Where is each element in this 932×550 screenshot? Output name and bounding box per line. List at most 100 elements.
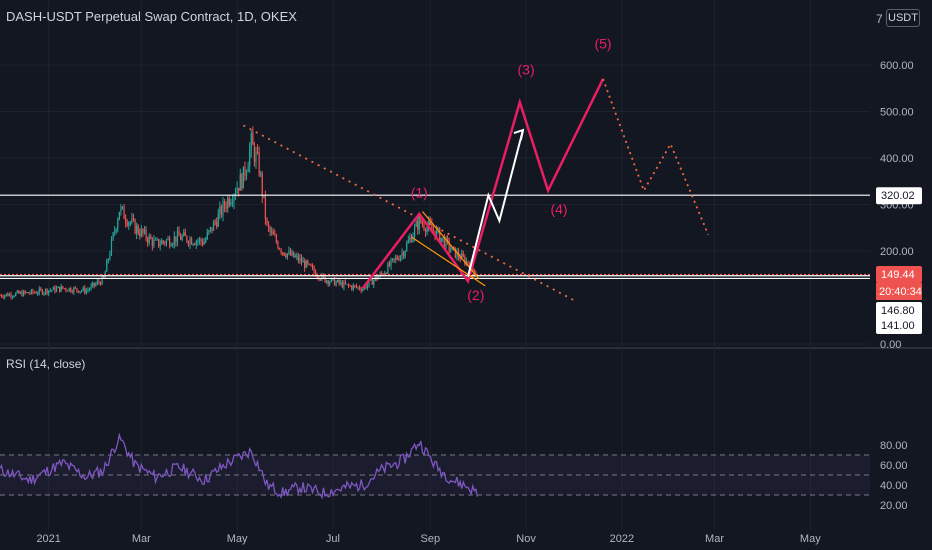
candle-body bbox=[418, 215, 420, 230]
candle-body bbox=[335, 282, 337, 286]
price-tags: 320.02 149.44 20:40:34 146.80 141.00 bbox=[876, 187, 922, 334]
candle-body bbox=[241, 174, 243, 189]
candle-body bbox=[267, 224, 270, 228]
candle-body bbox=[38, 288, 40, 294]
wave-label: (5) bbox=[594, 36, 611, 52]
candle-body bbox=[63, 288, 65, 290]
countdown-tag-text: 20:40:34 bbox=[879, 286, 922, 298]
candle-body bbox=[360, 289, 362, 291]
candle-body bbox=[289, 250, 292, 256]
candle-body bbox=[473, 268, 475, 275]
candle-body bbox=[139, 233, 141, 237]
candle-body bbox=[79, 291, 81, 293]
candle-body bbox=[407, 240, 409, 244]
candle-body bbox=[291, 251, 293, 256]
candle-body bbox=[305, 260, 307, 268]
candle-body bbox=[92, 282, 94, 286]
candle-body bbox=[390, 259, 392, 267]
descending-trendline bbox=[242, 124, 574, 301]
candle-body bbox=[348, 284, 350, 286]
candle-body bbox=[271, 231, 273, 233]
candle-body bbox=[212, 221, 215, 231]
candle-body bbox=[194, 244, 196, 246]
candle-body bbox=[373, 280, 375, 285]
candle-body bbox=[280, 249, 282, 253]
candle-body bbox=[59, 286, 61, 292]
candle-body bbox=[266, 218, 268, 225]
time-tick-label: Nov bbox=[516, 533, 536, 545]
candle-body bbox=[206, 232, 208, 239]
candle-body bbox=[99, 282, 102, 285]
candle-body bbox=[428, 221, 430, 227]
candle-body bbox=[391, 258, 394, 260]
candle-body bbox=[283, 252, 285, 256]
rsi-tick-label: 40.00 bbox=[880, 480, 908, 492]
candle-body bbox=[288, 250, 290, 254]
candle-body bbox=[393, 258, 395, 260]
candle-body bbox=[57, 286, 59, 289]
candle-body bbox=[19, 291, 22, 294]
candle-body bbox=[239, 174, 241, 191]
candle-body bbox=[189, 238, 191, 245]
candle-body bbox=[253, 144, 256, 162]
candle-body bbox=[73, 287, 75, 293]
candle-body bbox=[223, 201, 226, 207]
arrow-head-icon bbox=[513, 128, 525, 141]
candle-body bbox=[264, 195, 266, 219]
candle-body bbox=[429, 221, 431, 224]
candle-body bbox=[462, 253, 464, 257]
candle-body bbox=[424, 229, 427, 232]
candle-body bbox=[156, 238, 158, 240]
candle-body bbox=[178, 231, 180, 237]
candle-body bbox=[311, 266, 314, 268]
candle-body bbox=[293, 251, 295, 258]
candle-body bbox=[68, 287, 70, 292]
candle-body bbox=[299, 257, 301, 261]
candle-body bbox=[258, 152, 260, 175]
time-tick-label: Jul bbox=[326, 533, 340, 545]
candle-body bbox=[304, 260, 306, 268]
time-tick-label: 2022 bbox=[610, 533, 634, 545]
candle-body bbox=[70, 287, 72, 292]
candle-body bbox=[242, 166, 245, 189]
candle-body bbox=[437, 228, 439, 230]
candle-body bbox=[329, 281, 331, 285]
currency-button[interactable]: USDT bbox=[886, 9, 920, 27]
candle-body bbox=[260, 173, 262, 175]
candle-body bbox=[401, 252, 403, 256]
candle-body bbox=[327, 280, 329, 285]
candle-body bbox=[421, 222, 424, 224]
candle-body bbox=[337, 280, 339, 283]
candle-body bbox=[236, 187, 238, 194]
price-tick-label: 600.00 bbox=[880, 60, 914, 72]
candle-body bbox=[300, 257, 303, 263]
candle-body bbox=[231, 201, 234, 203]
candle-body bbox=[399, 255, 402, 261]
candle-body bbox=[435, 228, 438, 238]
candle-body bbox=[343, 281, 345, 288]
candle-body bbox=[176, 231, 179, 243]
horizontal-levels bbox=[0, 194, 870, 280]
candle-body bbox=[26, 292, 28, 294]
candle-body bbox=[198, 238, 201, 242]
candle-body bbox=[439, 228, 441, 242]
candle-body bbox=[294, 256, 296, 258]
candle-body bbox=[233, 195, 235, 202]
candle-body bbox=[415, 221, 417, 227]
candle-body bbox=[33, 292, 36, 294]
candle-body bbox=[269, 227, 271, 232]
candle-body bbox=[15, 292, 17, 296]
candle-body bbox=[88, 288, 91, 290]
price-tick-label: 500.00 bbox=[880, 107, 914, 119]
candle-body bbox=[227, 198, 229, 209]
candle-body bbox=[190, 238, 193, 245]
candle-body bbox=[402, 252, 405, 257]
time-tick-label: Mar bbox=[705, 533, 724, 545]
candle-body bbox=[456, 251, 458, 258]
candle-body bbox=[142, 228, 144, 233]
candle-body bbox=[7, 293, 9, 297]
rsi-tick-label: 60.00 bbox=[880, 460, 908, 472]
candle-body bbox=[131, 218, 133, 223]
candle-body bbox=[129, 222, 131, 224]
candle-body bbox=[451, 247, 453, 250]
